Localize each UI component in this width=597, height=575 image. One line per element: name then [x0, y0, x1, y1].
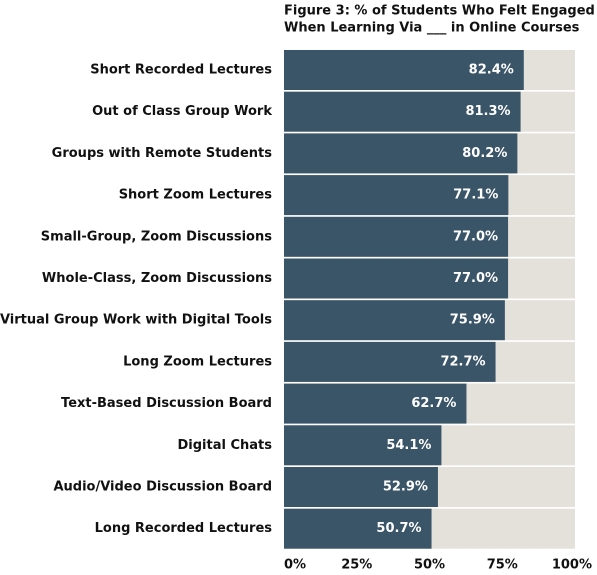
x-tick-label: 100%: [552, 558, 592, 573]
value-label: 80.2%: [462, 146, 507, 161]
bar: [284, 467, 438, 507]
value-label: 81.3%: [465, 104, 510, 119]
category-label: Text-Based Discussion Board: [61, 396, 272, 411]
category-label: Digital Chats: [178, 438, 273, 453]
bar: [284, 216, 509, 257]
value-label: 52.9%: [383, 480, 428, 495]
category-label: Short Recorded Lectures: [90, 63, 272, 78]
category-label: Short Zoom Lectures: [119, 188, 273, 203]
x-tick-label: 50%: [414, 558, 445, 573]
bar: [284, 91, 521, 132]
chart-title: When Learning Via ___ in Online Courses: [284, 21, 580, 36]
category-label: Whole-Class, Zoom Discussions: [42, 271, 272, 286]
bar: [284, 133, 518, 174]
x-tick-label: 75%: [487, 558, 518, 573]
value-label: 77.0%: [453, 271, 498, 286]
value-label: 62.7%: [411, 396, 456, 411]
category-label: Groups with Remote Students: [52, 146, 273, 161]
category-label: Long Zoom Lectures: [123, 354, 272, 369]
x-tick-label: 0%: [284, 558, 306, 573]
bar: [284, 50, 524, 90]
x-tick-label: 25%: [341, 558, 372, 573]
bar: [284, 258, 509, 299]
bar: [284, 508, 432, 549]
bar: [284, 341, 496, 382]
value-label: 54.1%: [386, 438, 431, 453]
bar: [284, 175, 509, 216]
category-label: Out of Class Group Work: [92, 104, 272, 119]
category-label: Virtual Group Work with Digital Tools: [0, 313, 272, 328]
bar: [284, 383, 467, 424]
category-label: Long Recorded Lectures: [95, 521, 273, 536]
value-label: 72.7%: [440, 354, 485, 369]
value-label: 77.0%: [453, 229, 498, 244]
category-label: Small-Group, Zoom Discussions: [41, 229, 272, 244]
value-label: 82.4%: [469, 63, 514, 78]
category-label: Audio/Video Discussion Board: [53, 480, 272, 495]
bar: [284, 300, 505, 341]
value-label: 50.7%: [376, 521, 421, 536]
bar: [284, 425, 442, 466]
value-label: 75.9%: [450, 313, 495, 328]
value-label: 77.1%: [453, 188, 498, 203]
chart-title: Figure 3: % of Students Who Felt Engaged: [284, 4, 595, 19]
